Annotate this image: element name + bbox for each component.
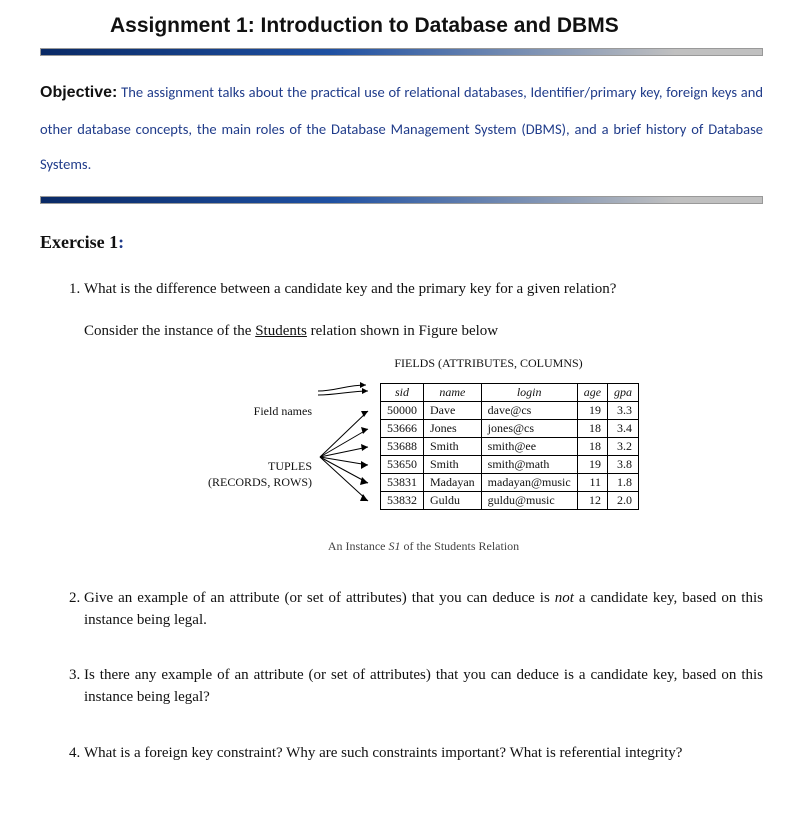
cell: 1.8 bbox=[608, 474, 639, 492]
fields-columns-label: FIELDS (ATTRIBUTES, COLUMNS) bbox=[214, 356, 763, 371]
exercise-heading-colon: : bbox=[118, 232, 124, 252]
table-header-row: sid name login age gpa bbox=[381, 384, 639, 402]
cell: 50000 bbox=[381, 402, 424, 420]
horizontal-rule-top bbox=[40, 48, 763, 56]
cell: guldu@music bbox=[481, 492, 577, 510]
cell: 3.8 bbox=[608, 456, 639, 474]
objective-label: Objective: bbox=[40, 84, 117, 101]
table-body: 50000 Dave dave@cs 19 3.3 53666 Jones jo… bbox=[381, 402, 639, 510]
cell: Smith bbox=[424, 438, 482, 456]
caption-s1: S1 bbox=[389, 539, 401, 553]
cell: 53650 bbox=[381, 456, 424, 474]
q2-pre: Give an example of an attribute (or set … bbox=[84, 590, 555, 606]
question-1: What is the difference between a candida… bbox=[84, 271, 763, 554]
cell: 53831 bbox=[381, 474, 424, 492]
table-row: 53688 Smith smith@ee 18 3.2 bbox=[381, 438, 639, 456]
cell: 3.2 bbox=[608, 438, 639, 456]
table-row: 53832 Guldu guldu@music 12 2.0 bbox=[381, 492, 639, 510]
col-name: name bbox=[424, 384, 482, 402]
q1b-pre: Consider the instance of the bbox=[84, 323, 255, 339]
records-rows-label: (RECORDS, ROWS) bbox=[208, 474, 312, 491]
cell: 53666 bbox=[381, 420, 424, 438]
field-names-label: Field names bbox=[208, 403, 312, 420]
figure-caption: An Instance S1 of the Students Relation bbox=[84, 539, 763, 554]
question-4: What is a foreign key constraint? Why ar… bbox=[84, 743, 763, 765]
exercise-heading-text: Exercise 1 bbox=[40, 232, 118, 252]
table-row: 53666 Jones jones@cs 18 3.4 bbox=[381, 420, 639, 438]
question-1-main: What is the difference between a candida… bbox=[84, 271, 763, 307]
tuples-label: TUPLES bbox=[208, 458, 312, 475]
students-figure: FIELDS (ATTRIBUTES, COLUMNS) Field names… bbox=[84, 356, 763, 554]
cell: 18 bbox=[577, 420, 607, 438]
horizontal-rule-mid bbox=[40, 196, 763, 204]
question-2: Give an example of an attribute (or set … bbox=[84, 588, 763, 632]
table-row: 53650 Smith smith@math 19 3.8 bbox=[381, 456, 639, 474]
question-1-follow: Consider the instance of the Students re… bbox=[84, 321, 763, 342]
document-page: Assignment 1: Introduction to Database a… bbox=[0, 0, 803, 819]
cell: 19 bbox=[577, 456, 607, 474]
objective-paragraph: Objective: The assignment talks about th… bbox=[40, 74, 763, 182]
cell: smith@math bbox=[481, 456, 577, 474]
arrows-icon bbox=[316, 377, 376, 517]
caption-pre: An Instance bbox=[328, 539, 389, 553]
cell: 19 bbox=[577, 402, 607, 420]
exercise-heading: Exercise 1: bbox=[40, 232, 763, 253]
cell: 3.3 bbox=[608, 402, 639, 420]
cell: Guldu bbox=[424, 492, 482, 510]
cell: Jones bbox=[424, 420, 482, 438]
figure-body: Field names TUPLES (RECORDS, ROWS) bbox=[84, 377, 763, 517]
cell: dave@cs bbox=[481, 402, 577, 420]
cell: 53832 bbox=[381, 492, 424, 510]
cell: 53688 bbox=[381, 438, 424, 456]
cell: Madayan bbox=[424, 474, 482, 492]
caption-post: of the Students Relation bbox=[401, 539, 520, 553]
cell: 3.4 bbox=[608, 420, 639, 438]
assignment-title: Assignment 1: Introduction to Database a… bbox=[110, 14, 763, 38]
col-sid: sid bbox=[381, 384, 424, 402]
col-age: age bbox=[577, 384, 607, 402]
questions-list: What is the difference between a candida… bbox=[62, 271, 763, 765]
q2-not: not bbox=[555, 590, 574, 606]
question-3: Is there any example of an attribute (or… bbox=[84, 665, 763, 709]
table-row: 50000 Dave dave@cs 19 3.3 bbox=[381, 402, 639, 420]
col-login: login bbox=[481, 384, 577, 402]
objective-text: The assignment talks about the practical… bbox=[40, 83, 763, 173]
table-row: 53831 Madayan madayan@music 11 1.8 bbox=[381, 474, 639, 492]
cell: 12 bbox=[577, 492, 607, 510]
cell: Smith bbox=[424, 456, 482, 474]
cell: Dave bbox=[424, 402, 482, 420]
cell: madayan@music bbox=[481, 474, 577, 492]
students-table: sid name login age gpa 50000 Dave bbox=[380, 383, 639, 510]
cell: jones@cs bbox=[481, 420, 577, 438]
cell: smith@ee bbox=[481, 438, 577, 456]
cell: 2.0 bbox=[608, 492, 639, 510]
q1b-post: relation shown in Figure below bbox=[307, 323, 498, 339]
figure-left-labels: Field names TUPLES (RECORDS, ROWS) bbox=[208, 403, 312, 491]
col-gpa: gpa bbox=[608, 384, 639, 402]
students-link[interactable]: Students bbox=[255, 323, 307, 339]
cell: 18 bbox=[577, 438, 607, 456]
cell: 11 bbox=[577, 474, 607, 492]
